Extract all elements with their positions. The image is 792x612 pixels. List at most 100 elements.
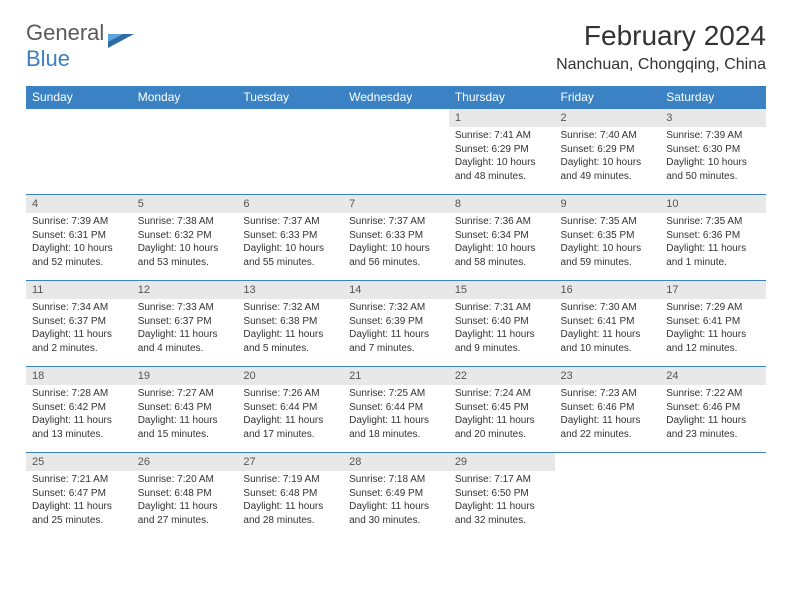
day-info: Sunrise: 7:29 AMSunset: 6:41 PMDaylight:… [660, 299, 766, 359]
day-info: Sunrise: 7:25 AMSunset: 6:44 PMDaylight:… [343, 385, 449, 445]
calendar-week: 25Sunrise: 7:21 AMSunset: 6:47 PMDayligh… [26, 453, 766, 539]
calendar-day: 11Sunrise: 7:34 AMSunset: 6:37 PMDayligh… [26, 281, 132, 367]
day-number: 10 [660, 195, 766, 213]
logo-text: General Blue [26, 20, 104, 72]
day-number: 13 [237, 281, 343, 299]
day-info: Sunrise: 7:40 AMSunset: 6:29 PMDaylight:… [555, 127, 661, 187]
day-number: 4 [26, 195, 132, 213]
calendar-day: 5Sunrise: 7:38 AMSunset: 6:32 PMDaylight… [132, 195, 238, 281]
calendar-day: 12Sunrise: 7:33 AMSunset: 6:37 PMDayligh… [132, 281, 238, 367]
day-number: 17 [660, 281, 766, 299]
calendar-day: 25Sunrise: 7:21 AMSunset: 6:47 PMDayligh… [26, 453, 132, 539]
day-info: Sunrise: 7:41 AMSunset: 6:29 PMDaylight:… [449, 127, 555, 187]
day-number: 28 [343, 453, 449, 471]
day-info: Sunrise: 7:17 AMSunset: 6:50 PMDaylight:… [449, 471, 555, 531]
day-info: Sunrise: 7:37 AMSunset: 6:33 PMDaylight:… [237, 213, 343, 273]
day-number: 22 [449, 367, 555, 385]
calendar-empty [660, 453, 766, 539]
day-info: Sunrise: 7:20 AMSunset: 6:48 PMDaylight:… [132, 471, 238, 531]
day-header: Friday [555, 86, 661, 109]
day-header: Sunday [26, 86, 132, 109]
day-number: 20 [237, 367, 343, 385]
calendar-day: 3Sunrise: 7:39 AMSunset: 6:30 PMDaylight… [660, 109, 766, 195]
logo: General Blue [26, 20, 134, 72]
day-info: Sunrise: 7:26 AMSunset: 6:44 PMDaylight:… [237, 385, 343, 445]
calendar-day: 17Sunrise: 7:29 AMSunset: 6:41 PMDayligh… [660, 281, 766, 367]
day-number: 11 [26, 281, 132, 299]
calendar-day: 2Sunrise: 7:40 AMSunset: 6:29 PMDaylight… [555, 109, 661, 195]
day-info: Sunrise: 7:32 AMSunset: 6:38 PMDaylight:… [237, 299, 343, 359]
calendar-day: 10Sunrise: 7:35 AMSunset: 6:36 PMDayligh… [660, 195, 766, 281]
day-info: Sunrise: 7:35 AMSunset: 6:36 PMDaylight:… [660, 213, 766, 273]
logo-text-gray: General [26, 20, 104, 45]
day-info: Sunrise: 7:31 AMSunset: 6:40 PMDaylight:… [449, 299, 555, 359]
calendar-empty [132, 109, 238, 195]
day-header: Monday [132, 86, 238, 109]
day-info: Sunrise: 7:23 AMSunset: 6:46 PMDaylight:… [555, 385, 661, 445]
day-number: 27 [237, 453, 343, 471]
day-number: 18 [26, 367, 132, 385]
calendar-table: SundayMondayTuesdayWednesdayThursdayFrid… [26, 86, 766, 539]
day-header-row: SundayMondayTuesdayWednesdayThursdayFrid… [26, 86, 766, 109]
calendar-day: 4Sunrise: 7:39 AMSunset: 6:31 PMDaylight… [26, 195, 132, 281]
day-number: 7 [343, 195, 449, 213]
calendar-day: 20Sunrise: 7:26 AMSunset: 6:44 PMDayligh… [237, 367, 343, 453]
day-info: Sunrise: 7:27 AMSunset: 6:43 PMDaylight:… [132, 385, 238, 445]
day-number: 16 [555, 281, 661, 299]
day-number: 8 [449, 195, 555, 213]
day-number: 15 [449, 281, 555, 299]
day-header: Tuesday [237, 86, 343, 109]
day-number: 26 [132, 453, 238, 471]
calendar-week: 18Sunrise: 7:28 AMSunset: 6:42 PMDayligh… [26, 367, 766, 453]
day-number: 5 [132, 195, 238, 213]
calendar-empty [26, 109, 132, 195]
day-header: Saturday [660, 86, 766, 109]
day-number: 3 [660, 109, 766, 127]
day-header: Wednesday [343, 86, 449, 109]
day-info: Sunrise: 7:18 AMSunset: 6:49 PMDaylight:… [343, 471, 449, 531]
calendar-week: 1Sunrise: 7:41 AMSunset: 6:29 PMDaylight… [26, 109, 766, 195]
day-info: Sunrise: 7:34 AMSunset: 6:37 PMDaylight:… [26, 299, 132, 359]
day-number: 23 [555, 367, 661, 385]
calendar-day: 27Sunrise: 7:19 AMSunset: 6:48 PMDayligh… [237, 453, 343, 539]
day-info: Sunrise: 7:24 AMSunset: 6:45 PMDaylight:… [449, 385, 555, 445]
day-info: Sunrise: 7:39 AMSunset: 6:30 PMDaylight:… [660, 127, 766, 187]
calendar-empty [237, 109, 343, 195]
calendar-day: 23Sunrise: 7:23 AMSunset: 6:46 PMDayligh… [555, 367, 661, 453]
day-info: Sunrise: 7:38 AMSunset: 6:32 PMDaylight:… [132, 213, 238, 273]
calendar-day: 19Sunrise: 7:27 AMSunset: 6:43 PMDayligh… [132, 367, 238, 453]
day-number: 19 [132, 367, 238, 385]
day-info: Sunrise: 7:37 AMSunset: 6:33 PMDaylight:… [343, 213, 449, 273]
day-number: 24 [660, 367, 766, 385]
calendar-day: 28Sunrise: 7:18 AMSunset: 6:49 PMDayligh… [343, 453, 449, 539]
day-number: 1 [449, 109, 555, 127]
day-number: 25 [26, 453, 132, 471]
day-info: Sunrise: 7:39 AMSunset: 6:31 PMDaylight:… [26, 213, 132, 273]
calendar-body: 1Sunrise: 7:41 AMSunset: 6:29 PMDaylight… [26, 109, 766, 539]
calendar-day: 6Sunrise: 7:37 AMSunset: 6:33 PMDaylight… [237, 195, 343, 281]
day-info: Sunrise: 7:28 AMSunset: 6:42 PMDaylight:… [26, 385, 132, 445]
calendar-day: 24Sunrise: 7:22 AMSunset: 6:46 PMDayligh… [660, 367, 766, 453]
title-block: February 2024 Nanchuan, Chongqing, China [556, 20, 766, 74]
calendar-day: 14Sunrise: 7:32 AMSunset: 6:39 PMDayligh… [343, 281, 449, 367]
calendar-day: 29Sunrise: 7:17 AMSunset: 6:50 PMDayligh… [449, 453, 555, 539]
logo-triangle-icon [108, 28, 134, 65]
calendar-day: 26Sunrise: 7:20 AMSunset: 6:48 PMDayligh… [132, 453, 238, 539]
day-number: 12 [132, 281, 238, 299]
calendar-week: 4Sunrise: 7:39 AMSunset: 6:31 PMDaylight… [26, 195, 766, 281]
calendar-day: 9Sunrise: 7:35 AMSunset: 6:35 PMDaylight… [555, 195, 661, 281]
calendar-day: 16Sunrise: 7:30 AMSunset: 6:41 PMDayligh… [555, 281, 661, 367]
calendar-day: 15Sunrise: 7:31 AMSunset: 6:40 PMDayligh… [449, 281, 555, 367]
calendar-day: 21Sunrise: 7:25 AMSunset: 6:44 PMDayligh… [343, 367, 449, 453]
day-number: 9 [555, 195, 661, 213]
location: Nanchuan, Chongqing, China [556, 56, 766, 74]
day-number: 14 [343, 281, 449, 299]
calendar-day: 8Sunrise: 7:36 AMSunset: 6:34 PMDaylight… [449, 195, 555, 281]
calendar-empty [555, 453, 661, 539]
calendar-day: 22Sunrise: 7:24 AMSunset: 6:45 PMDayligh… [449, 367, 555, 453]
day-header: Thursday [449, 86, 555, 109]
calendar-day: 18Sunrise: 7:28 AMSunset: 6:42 PMDayligh… [26, 367, 132, 453]
page-header: General Blue February 2024 Nanchuan, Cho… [26, 20, 766, 74]
calendar-head: SundayMondayTuesdayWednesdayThursdayFrid… [26, 86, 766, 109]
calendar-day: 7Sunrise: 7:37 AMSunset: 6:33 PMDaylight… [343, 195, 449, 281]
